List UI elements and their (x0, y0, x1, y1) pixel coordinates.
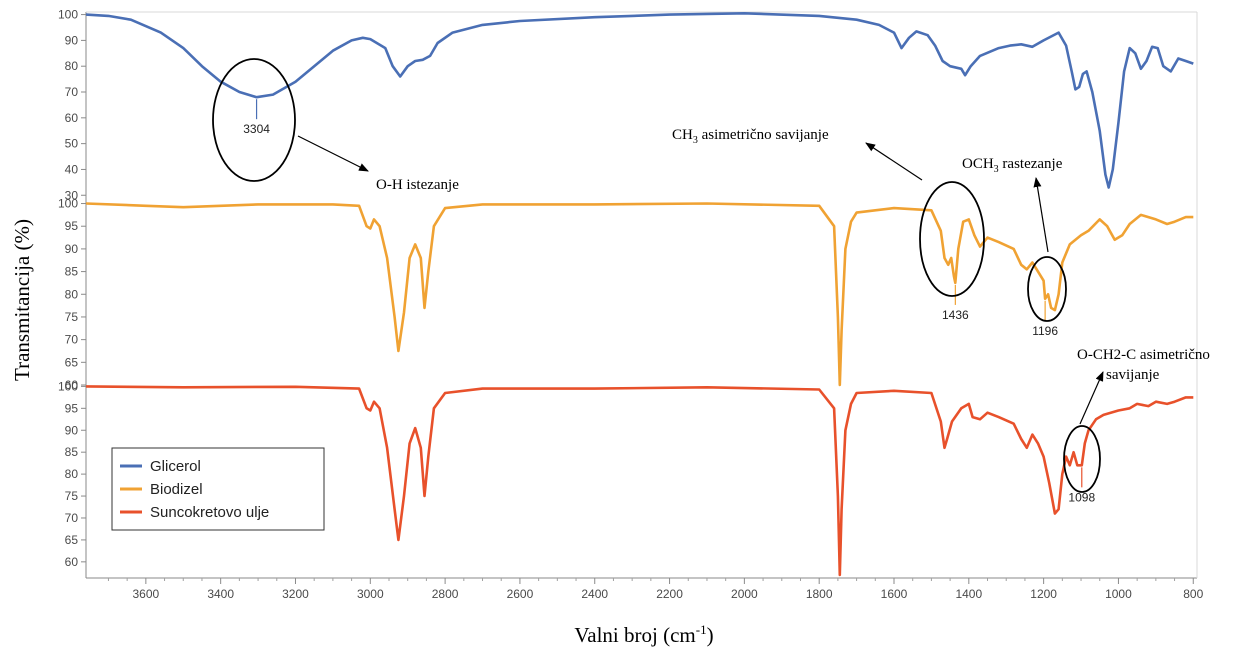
y-tick-group: 3040506070809010060657075808590951006065… (58, 8, 86, 569)
y-tick-label: 80 (65, 467, 79, 481)
och2-annotation-line2: savijanje (1106, 367, 1160, 383)
x-tick-label: 1400 (955, 587, 982, 601)
och3-annotation: OCH3 rastezanje (962, 156, 1063, 175)
y-tick-label: 90 (65, 242, 79, 256)
y-tick-label: 80 (65, 287, 79, 301)
peak-label: 1196 (1032, 324, 1058, 338)
y-tick-label: 75 (65, 310, 79, 324)
y-tick-label: 60 (65, 111, 79, 125)
y-tick-label: 95 (65, 401, 79, 415)
y-tick-label: 40 (65, 162, 79, 176)
x-tick-label: 1200 (1030, 587, 1057, 601)
och3-highlight-circle (1027, 256, 1067, 322)
oh-annotation: O-H istezanje (376, 177, 459, 193)
x-tick-label: 2000 (731, 587, 758, 601)
peak-label: 1436 (942, 308, 969, 322)
y-tick-label: 70 (65, 85, 79, 99)
x-tick-label: 3000 (357, 587, 384, 601)
y-tick-label: 50 (65, 137, 79, 151)
y-tick-label: 70 (65, 333, 79, 347)
y-tick-label: 75 (65, 489, 79, 503)
legend-label-suncokretovo: Suncokretovo ulje (150, 504, 269, 521)
x-axis-title: Valni broj (cm-1) (574, 622, 713, 647)
x-tick-label: 2400 (581, 587, 608, 601)
y-tick-label: 85 (65, 445, 79, 459)
y-tick-label: 85 (65, 265, 79, 279)
legend-label-biodizel: Biodizel (150, 481, 203, 498)
peak-label: 3304 (243, 122, 270, 136)
series-line-glicerol (85, 12, 1194, 189)
x-tick-label: 1800 (806, 587, 833, 601)
x-tick-label: 1600 (881, 587, 908, 601)
x-tick-label: 2200 (656, 587, 683, 601)
x-tick-label: 3200 (282, 587, 309, 601)
y-tick-label: 70 (65, 511, 79, 525)
y-tick-label: 100 (58, 8, 78, 22)
x-tick-label: 1000 (1105, 587, 1132, 601)
x-tick-label: 2600 (507, 587, 534, 601)
oh-arrow (297, 135, 369, 172)
peak-label-group: 3304 1436 1196 1098 (243, 99, 1095, 504)
x-tick-label: 800 (1183, 587, 1203, 601)
ch3-highlight-circle (919, 181, 985, 297)
ch3-annotation: CH3 asimetrično savijanje (672, 127, 829, 146)
x-tick-group: 3600 3400 3200 3000 2800 2600 2400 2200 2000 1800… (107, 578, 1204, 601)
y-tick-label: 95 (65, 219, 79, 233)
peak-label: 1098 (1068, 490, 1095, 504)
ch3-arrow (865, 142, 923, 181)
legend: Glicerol Biodizel Suncokretovo ulje (111, 447, 325, 531)
y-tick-label: 80 (65, 59, 79, 73)
och3-arrow (1033, 177, 1049, 253)
y-tick-label: 60 (65, 555, 79, 569)
y-tick-label: 60 (65, 378, 79, 392)
y-tick-label: 65 (65, 355, 79, 369)
y-tick-label: 65 (65, 533, 79, 547)
x-tick-label: 2800 (432, 587, 459, 601)
y-tick-label: 100 (58, 379, 78, 393)
series-group (85, 12, 1194, 577)
series-line-suncokretovo-ulje (85, 385, 1194, 577)
och2-highlight-circle (1063, 425, 1101, 493)
oh-highlight-circle (212, 58, 296, 182)
y-tick-label: 30 (65, 188, 79, 202)
legend-box (111, 447, 325, 531)
x-tick-label: 3600 (133, 587, 160, 601)
x-tick-label: 3400 (207, 587, 234, 601)
y-axis-title: Transmitancija (%) (10, 219, 34, 381)
och2-arrow (1079, 371, 1104, 425)
y-tick-label: 100 (58, 197, 78, 211)
y-tick-label: 90 (65, 33, 79, 47)
y-tick-label: 90 (65, 423, 79, 437)
och2-annotation-line1: O-CH2-C asimetrično (1077, 347, 1210, 363)
legend-label-glicerol: Glicerol (150, 458, 201, 475)
series-line-biodizel (85, 202, 1194, 387)
